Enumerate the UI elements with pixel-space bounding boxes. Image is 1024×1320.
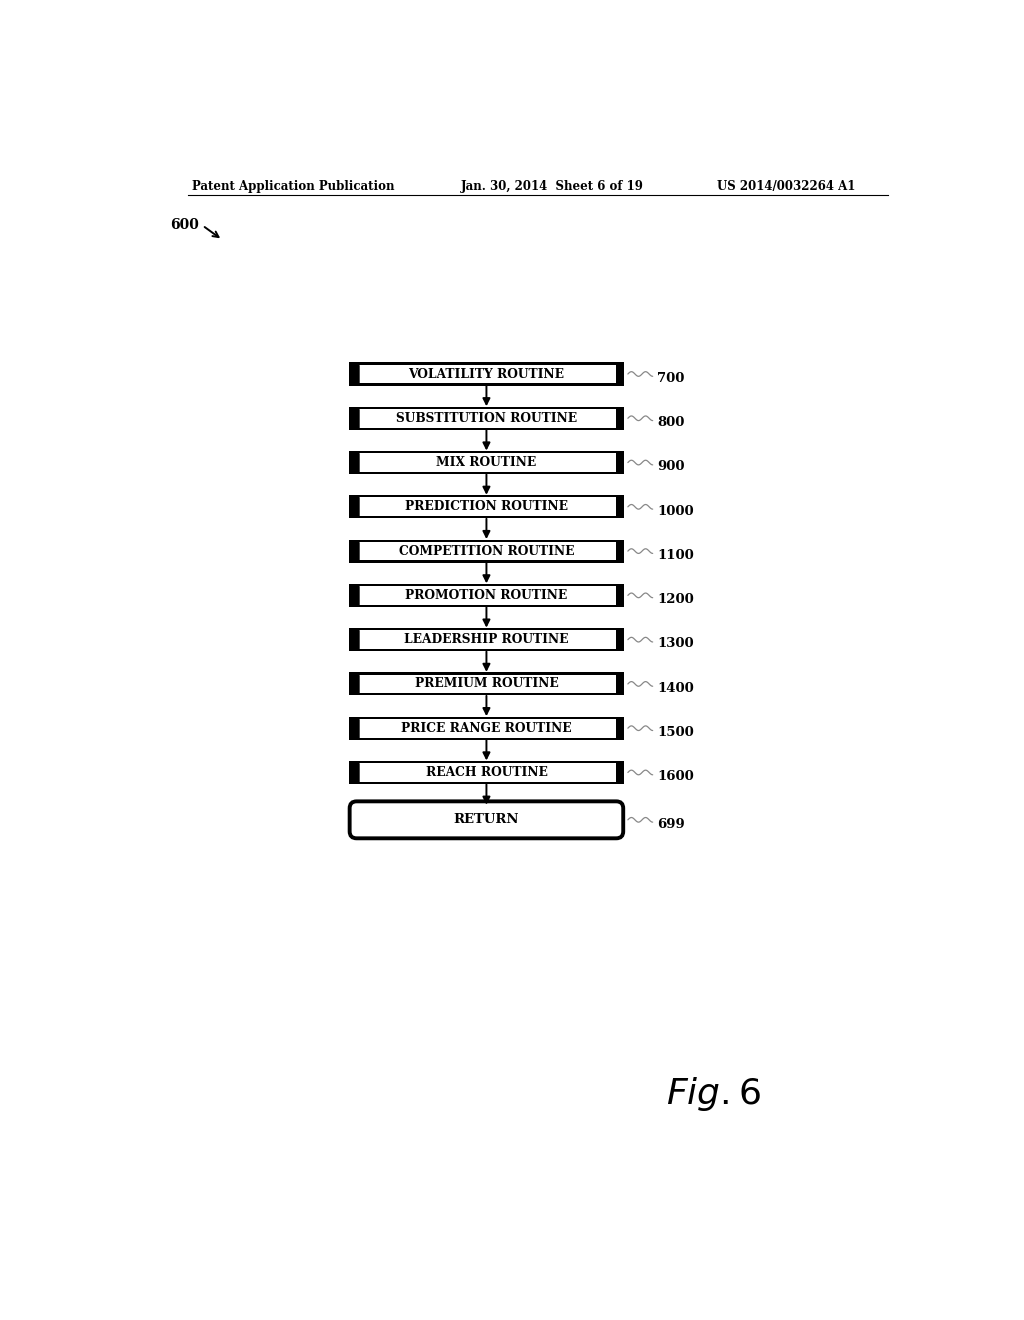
Text: MIX ROUTINE: MIX ROUTINE (436, 455, 537, 469)
Text: PROMOTION ROUTINE: PROMOTION ROUTINE (406, 589, 567, 602)
Bar (349, 407, 624, 430)
Bar (359, 409, 616, 428)
Bar (349, 363, 624, 385)
Text: VOLATILITY ROUTINE: VOLATILITY ROUTINE (409, 367, 564, 380)
Bar (359, 541, 616, 561)
Text: COMPETITION ROUTINE: COMPETITION ROUTINE (398, 545, 574, 557)
Bar (359, 498, 616, 516)
Text: 1100: 1100 (657, 549, 694, 562)
Bar (349, 583, 624, 607)
Text: US 2014/0032264 A1: US 2014/0032264 A1 (717, 180, 855, 193)
Bar (359, 630, 616, 649)
Text: PREDICTION ROUTINE: PREDICTION ROUTINE (404, 500, 568, 513)
Text: 700: 700 (657, 372, 685, 384)
Bar (359, 586, 616, 605)
Text: 900: 900 (657, 461, 685, 474)
Text: Patent Application Publication: Patent Application Publication (191, 180, 394, 193)
Text: LEADERSHIP ROUTINE: LEADERSHIP ROUTINE (404, 634, 568, 647)
Text: $\mathit{Fig.6}$: $\mathit{Fig.6}$ (666, 1074, 761, 1113)
Bar (349, 495, 624, 519)
Bar (349, 672, 624, 696)
Bar (359, 364, 616, 383)
Text: 1400: 1400 (657, 681, 694, 694)
Text: REACH ROUTINE: REACH ROUTINE (426, 766, 548, 779)
Bar (349, 628, 624, 651)
Text: 1600: 1600 (657, 770, 694, 783)
Bar (359, 719, 616, 738)
Text: 1300: 1300 (657, 638, 694, 651)
Text: 600: 600 (170, 218, 200, 232)
Bar (359, 453, 616, 473)
Text: Jan. 30, 2014  Sheet 6 of 19: Jan. 30, 2014 Sheet 6 of 19 (461, 180, 644, 193)
Bar (349, 760, 624, 784)
Text: RETURN: RETURN (454, 813, 519, 826)
FancyBboxPatch shape (349, 801, 624, 838)
Bar (349, 540, 624, 562)
Bar (359, 675, 616, 693)
Text: 1000: 1000 (657, 504, 694, 517)
Text: PRICE RANGE ROUTINE: PRICE RANGE ROUTINE (401, 722, 571, 735)
Bar (349, 717, 624, 739)
Text: 699: 699 (657, 817, 685, 830)
Text: 1200: 1200 (657, 593, 694, 606)
Text: 800: 800 (657, 416, 685, 429)
Bar (359, 763, 616, 781)
Text: SUBSTITUTION ROUTINE: SUBSTITUTION ROUTINE (396, 412, 577, 425)
Text: PREMIUM ROUTINE: PREMIUM ROUTINE (415, 677, 558, 690)
Text: 1500: 1500 (657, 726, 694, 739)
Bar (349, 451, 624, 474)
